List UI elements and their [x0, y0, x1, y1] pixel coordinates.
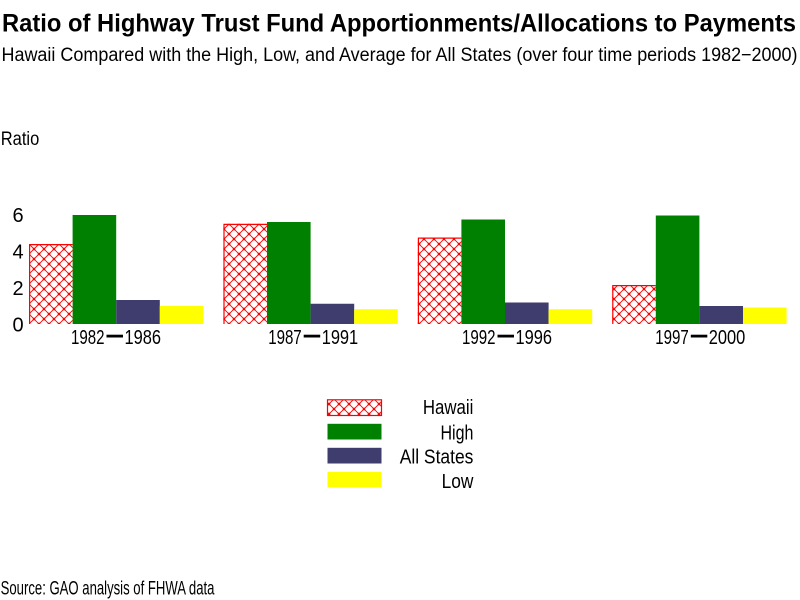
svg-text:Ratio of Highway Trust Fund Ap: Ratio of Highway Trust Fund Apportionmen…: [2, 9, 796, 37]
svg-text:1997: 1997: [655, 327, 689, 349]
svg-text:2000: 2000: [709, 327, 746, 349]
svg-text:0: 0: [12, 315, 23, 337]
svg-text:Low: Low: [442, 471, 474, 493]
svg-text:2: 2: [12, 278, 23, 300]
svg-text:1986: 1986: [125, 327, 162, 349]
svg-text:High: High: [441, 422, 474, 444]
svg-text:1987: 1987: [268, 327, 302, 349]
svg-text:6: 6: [12, 205, 23, 227]
svg-text:Source: GAO analysis of FHWA d: Source: GAO analysis of FHWA data: [1, 578, 215, 599]
svg-text:All States: All States: [400, 447, 474, 469]
svg-text:Ratio: Ratio: [1, 129, 40, 150]
svg-text:1992: 1992: [462, 327, 496, 349]
svg-text:4: 4: [12, 241, 23, 263]
svg-text:1982: 1982: [71, 327, 105, 349]
svg-text:Hawaii: Hawaii: [423, 397, 474, 419]
svg-text:1996: 1996: [516, 327, 553, 349]
svg-text:1991: 1991: [322, 327, 359, 349]
svg-text:Hawaii Compared with the High,: Hawaii Compared with the High, Low, and …: [2, 45, 798, 66]
